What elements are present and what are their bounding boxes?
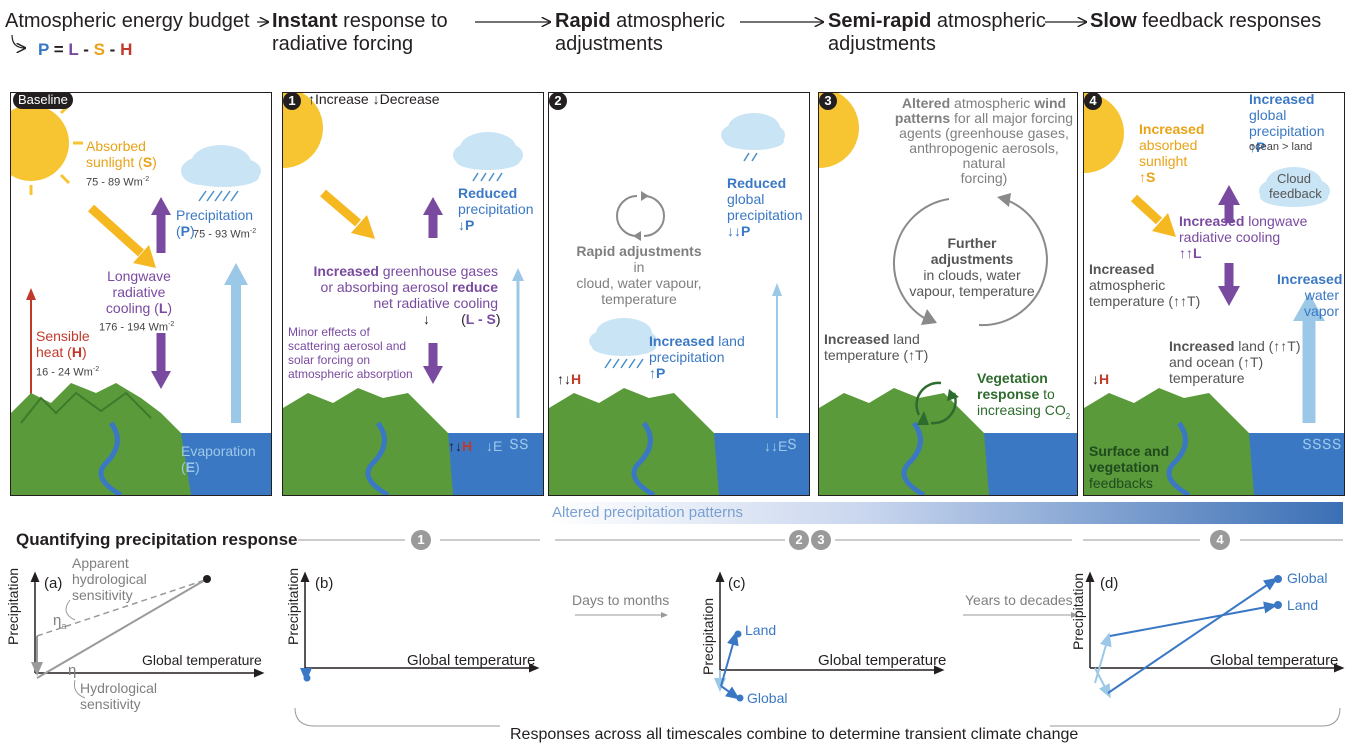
eta-a-label: ηa (53, 612, 66, 631)
cloud-icon (589, 318, 657, 368)
e-change-label: ↓E (486, 438, 502, 454)
step-2-badge: 2 (549, 92, 567, 110)
further-adjustments-label: Further adjustments in clouds, water vapou… (907, 235, 1037, 299)
ghg-label: Increased greenhouse gases or absorbing a… (308, 263, 498, 311)
increased-water-vapor-label: Increased water vapor (1277, 271, 1339, 319)
step-4-badge: 4 (1084, 92, 1102, 110)
days-to-months-label: Days to months (572, 592, 669, 608)
land-label-c: Land (745, 622, 776, 638)
altered-precip-bar: Altered precipitation patterns (548, 502, 1343, 524)
minor-effects-label: Minor effects of scattering aerosol and so… (288, 325, 413, 381)
increased-longwave-label: Increased longwave radiative cooling ↑↑L (1179, 213, 1307, 261)
longwave-label: Longwave radiative cooling (L) (99, 268, 179, 316)
reduced-precip-text: precipitation ↓P (458, 201, 534, 233)
gray-step-3: 3 (811, 530, 831, 550)
svg-text:ՏՏ: ՏՏ (509, 436, 529, 452)
header-arrows (0, 0, 1355, 60)
sunlight-value: 75 - 89 Wm-2 (86, 173, 149, 190)
step-3-badge: 3 (819, 92, 837, 110)
altered-wind-label: Altered atmospheric wind patterns for all… (894, 96, 1074, 186)
gray-step-2: 2 (789, 530, 809, 550)
e-change-label: ↓↓E (764, 438, 787, 454)
panel-semi-rapid: 3 Altered atmospheric wind patterns for a… (818, 92, 1078, 496)
atmospheric-temp-label: Increased atmospheric temperature (↑↑T) (1089, 261, 1200, 309)
panel-baseline: ՏՏՏ Baseline Absorbed sunlight (S) 75 - 8… (10, 92, 272, 496)
ylabel-b: Precipitation (285, 568, 301, 645)
land-ocean-temp-label: Increased land (↑↑T) and ocean (↑T) temper… (1169, 338, 1301, 386)
h-change-label: ↑↓H (557, 371, 581, 387)
land-label-d: Land (1287, 597, 1318, 613)
vegetation-response-label: Vegetation response to increasing CO2 (977, 370, 1070, 425)
ocean-land-label: ocean > land (1249, 141, 1312, 154)
hydrological-sensitivity-label: Hydrological sensitivity (80, 680, 157, 712)
increased-sunlight-label: Increased absorbed sunlight ↑S (1139, 121, 1204, 185)
absorbed-sunlight-label: Absorbed sunlight (S) (86, 138, 157, 170)
xlabel-a: Global temperature (142, 652, 262, 668)
xlabel-d: Global temperature (1210, 652, 1338, 669)
apparent-sensitivity-label: Apparent hydrological sensitivity (72, 555, 147, 603)
sensible-heat-label: Sensible heat (H) (36, 328, 90, 360)
step-1-badge: 1 (283, 92, 301, 110)
quantify-plots (0, 528, 1355, 750)
global-label-c: Global (747, 690, 787, 706)
gray-step-4: 4 (1210, 530, 1230, 550)
evaporation-label: Evaporation (E) (181, 443, 256, 475)
label-b: (b) (315, 575, 333, 592)
land-temperature-label: Increased land temperature (↑T) (824, 331, 928, 363)
panel-rapid: Տ 2 Rapid adjustments in cloud, water vap… (548, 92, 810, 496)
cloud-icon (721, 113, 785, 161)
cloud-feedback-label: Cloud feedback (1269, 171, 1319, 201)
surface-vegetation-feedbacks-label: Surface and vegetation feedbacks (1089, 443, 1169, 491)
baseline-badge: Baseline (13, 92, 73, 109)
eta-label: η (68, 662, 76, 679)
e-change-label: ↑E (1284, 438, 1300, 454)
panel-slow-feedback: ՏՏՏՏ 4 Increased absorbed sunlight ↑S Incre… (1083, 92, 1345, 496)
gray-step-1: 1 (411, 530, 431, 550)
years-to-decades-label: Years to decades (965, 592, 1073, 608)
h-change-label: ↓H (1092, 371, 1109, 387)
increased-land-precip-label: Increased land precipitation ↑P (649, 333, 745, 381)
label-d: (d) (1100, 575, 1118, 592)
ghg-ls: ↓ (L - S) (423, 311, 501, 327)
reduced-precip-label: Reduced (458, 185, 517, 201)
label-a: (a) (44, 575, 62, 592)
precipitation-value: 75 - 93 Wm-2 (193, 225, 256, 242)
svg-text:ՏՏՏՏ: ՏՏՏՏ (1302, 436, 1341, 452)
cloud-icon (181, 145, 261, 201)
energy-equation: P = L - S - H (38, 40, 132, 60)
sunlight-arrow (91, 208, 141, 253)
xlabel-c: Global temperature (818, 652, 946, 669)
xlabel-b: Global temperature (407, 652, 535, 669)
panel-instant: ՏՏ 1 ↑Increase ↓Decrease Reduced precipi… (282, 92, 544, 496)
ylabel-a: Precipitation (5, 568, 21, 645)
ylabel-c: Precipitation (700, 598, 716, 675)
h-change-label: ↑↓H (448, 438, 472, 454)
svg-text:Տ: Տ (787, 436, 797, 452)
longwave-value: 176 - 194 Wm-2 (99, 318, 174, 335)
label-c: (c) (728, 575, 746, 592)
bottom-caption: Responses across all timescales combine … (510, 726, 1078, 744)
sensible-heat-value: 16 - 24 Wm-2 (36, 363, 99, 380)
global-label-d: Global (1287, 570, 1327, 586)
cloud-icon (453, 132, 523, 181)
rapid-adjustments-label: Rapid adjustments in cloud, water vapour,… (569, 243, 709, 307)
ylabel-d: Precipitation (1070, 573, 1086, 650)
cycle-icon (617, 196, 664, 236)
legend-increase-decrease: ↑Increase ↓Decrease (308, 92, 440, 107)
reduced-global-precip-label: Reduced global precipitation ↓↓P (727, 175, 803, 239)
